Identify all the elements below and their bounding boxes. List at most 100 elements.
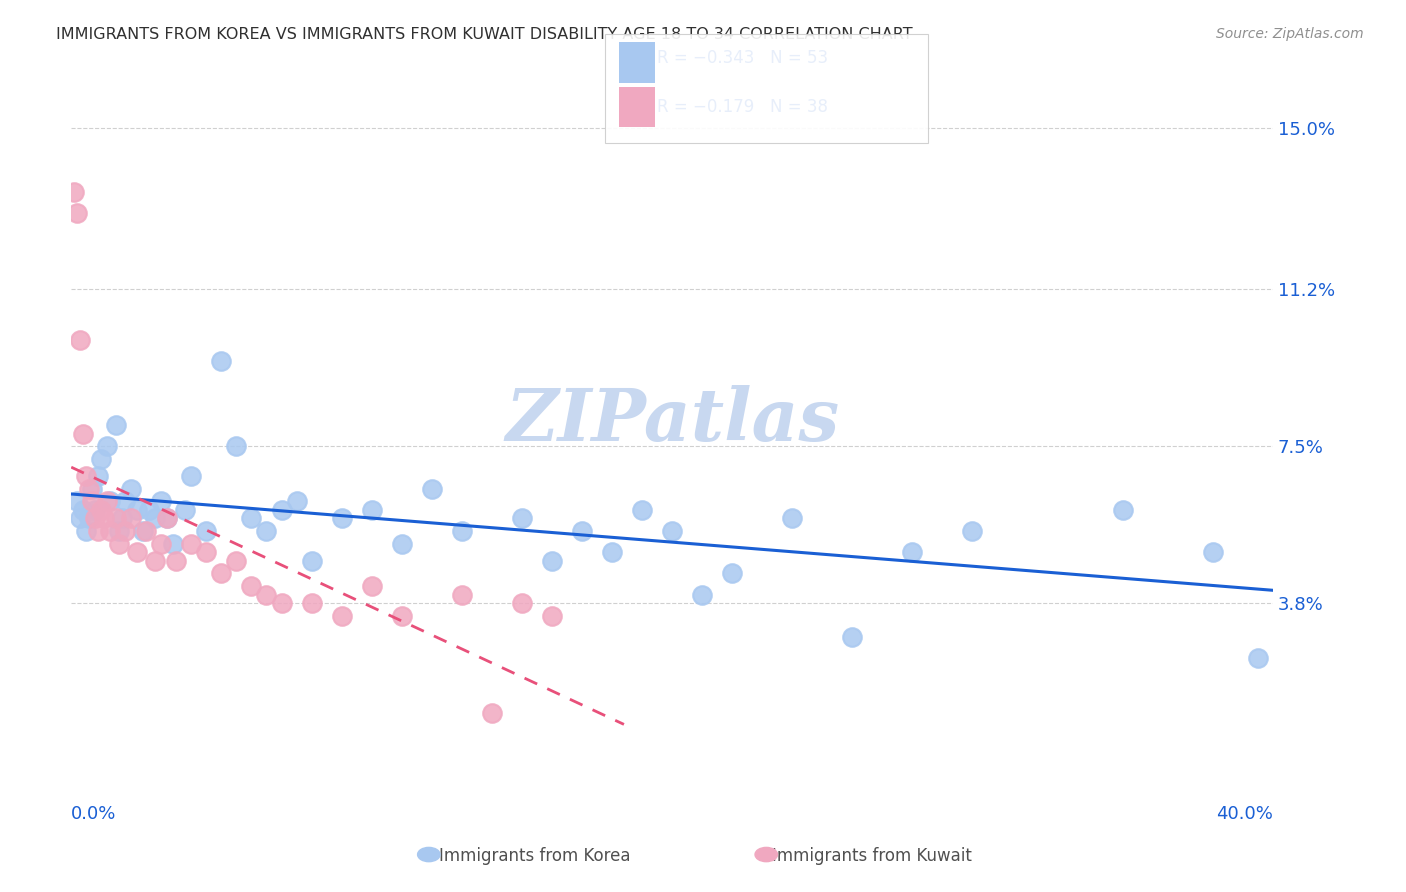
- Point: [209, 354, 232, 368]
- Point: [114, 494, 136, 508]
- Point: [82, 494, 104, 508]
- Point: [240, 579, 263, 593]
- Point: [135, 524, 157, 538]
- Text: Source: ZipAtlas.com: Source: ZipAtlas.com: [1216, 27, 1364, 41]
- Point: [301, 596, 323, 610]
- Point: [209, 566, 232, 581]
- Text: 40.0%: 40.0%: [1216, 805, 1272, 823]
- Point: [256, 588, 278, 602]
- Point: [132, 524, 155, 538]
- Point: [600, 545, 623, 559]
- Point: [174, 503, 197, 517]
- Point: [180, 537, 202, 551]
- Text: R = −0.179   N = 38: R = −0.179 N = 38: [657, 97, 828, 116]
- Point: [156, 511, 179, 525]
- Point: [150, 537, 173, 551]
- Point: [330, 608, 353, 623]
- Point: [87, 469, 110, 483]
- Point: [165, 554, 187, 568]
- Point: [450, 588, 472, 602]
- Point: [690, 588, 713, 602]
- Text: Immigrants from Korea: Immigrants from Korea: [439, 847, 630, 865]
- Point: [150, 494, 173, 508]
- Point: [72, 503, 94, 517]
- Point: [195, 545, 218, 559]
- Point: [450, 524, 472, 538]
- Text: 0.0%: 0.0%: [72, 805, 117, 823]
- Point: [510, 511, 533, 525]
- Point: [75, 524, 97, 538]
- Point: [87, 524, 110, 538]
- Point: [420, 482, 443, 496]
- Point: [114, 524, 136, 538]
- Point: [270, 596, 292, 610]
- Point: [69, 511, 91, 525]
- Point: [391, 608, 413, 623]
- Point: [111, 511, 134, 525]
- Point: [301, 554, 323, 568]
- Point: [143, 511, 166, 525]
- Point: [77, 511, 100, 525]
- Point: [96, 494, 118, 508]
- Text: ZIPatlas: ZIPatlas: [505, 385, 839, 457]
- Point: [162, 537, 184, 551]
- Point: [143, 554, 166, 568]
- Point: [285, 494, 308, 508]
- Point: [571, 524, 593, 538]
- Point: [66, 494, 89, 508]
- Text: R = −0.343   N = 53: R = −0.343 N = 53: [657, 49, 828, 67]
- Point: [780, 511, 803, 525]
- Point: [105, 418, 128, 433]
- Point: [540, 608, 562, 623]
- Point: [962, 524, 984, 538]
- Point: [66, 206, 89, 220]
- Point: [84, 503, 107, 517]
- Point: [481, 706, 503, 721]
- Point: [105, 511, 128, 525]
- Point: [90, 503, 112, 517]
- Point: [77, 482, 100, 496]
- Point: [1202, 545, 1225, 559]
- Point: [360, 503, 382, 517]
- Point: [180, 469, 202, 483]
- Point: [195, 524, 218, 538]
- Point: [240, 511, 263, 525]
- Point: [96, 439, 118, 453]
- Point: [330, 511, 353, 525]
- Point: [721, 566, 744, 581]
- Point: [510, 596, 533, 610]
- Point: [256, 524, 278, 538]
- Point: [1247, 651, 1270, 665]
- Point: [82, 482, 104, 496]
- Point: [841, 630, 863, 644]
- Point: [360, 579, 382, 593]
- Point: [120, 482, 142, 496]
- Point: [90, 452, 112, 467]
- Point: [270, 503, 292, 517]
- Point: [98, 494, 121, 508]
- Point: [225, 439, 247, 453]
- Point: [75, 469, 97, 483]
- Point: [98, 524, 121, 538]
- Point: [72, 426, 94, 441]
- Point: [540, 554, 562, 568]
- Point: [108, 537, 131, 551]
- Point: [225, 554, 247, 568]
- Point: [84, 511, 107, 525]
- Text: Immigrants from Kuwait: Immigrants from Kuwait: [772, 847, 972, 865]
- Point: [138, 503, 160, 517]
- Point: [901, 545, 924, 559]
- Point: [69, 334, 91, 348]
- Point: [63, 185, 86, 199]
- Point: [391, 537, 413, 551]
- Point: [108, 524, 131, 538]
- Point: [631, 503, 654, 517]
- Text: IMMIGRANTS FROM KOREA VS IMMIGRANTS FROM KUWAIT DISABILITY AGE 18 TO 34 CORRELAT: IMMIGRANTS FROM KOREA VS IMMIGRANTS FROM…: [56, 27, 912, 42]
- Point: [156, 511, 179, 525]
- Point: [661, 524, 683, 538]
- Point: [127, 545, 149, 559]
- Point: [120, 511, 142, 525]
- Point: [93, 511, 115, 525]
- Point: [127, 503, 149, 517]
- Point: [1111, 503, 1133, 517]
